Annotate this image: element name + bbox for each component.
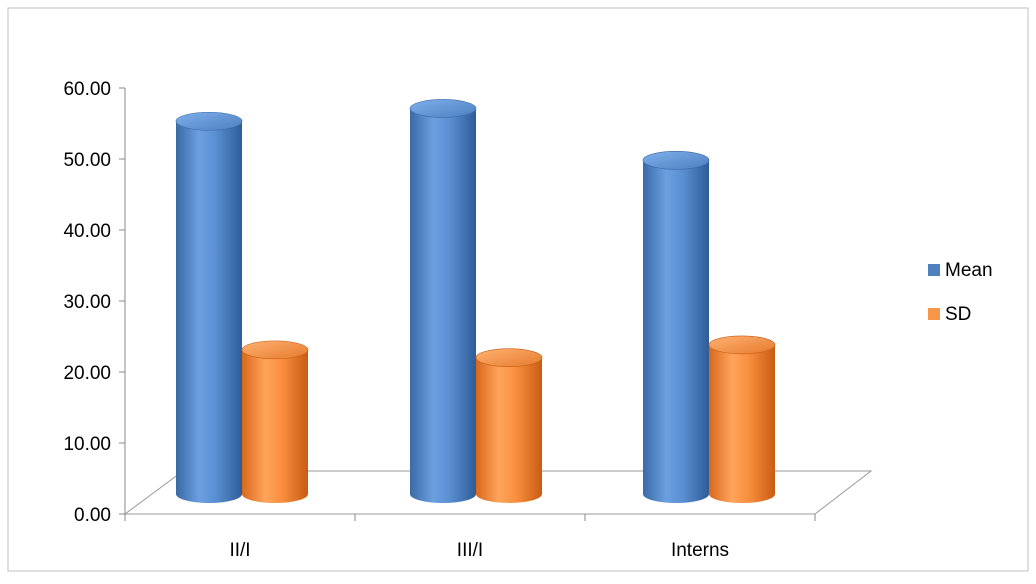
y-axis-ticks: 0.00 10.00 20.00 30.00 40.00 50.00 60.00 <box>63 79 125 526</box>
bar-mean-ii-i <box>175 111 243 503</box>
x-tick-label: II/I <box>229 540 250 561</box>
legend-label-sd: SD <box>945 304 971 325</box>
bar-mean-interns <box>642 151 710 504</box>
bar-sd-iii-i <box>475 348 543 503</box>
y-tick-label: 0.00 <box>74 505 111 526</box>
legend: Mean SD <box>928 260 993 325</box>
y-tick-label: 40.00 <box>63 221 111 242</box>
x-tick-label: Interns <box>671 540 729 561</box>
y-tick-label: 50.00 <box>63 150 111 171</box>
bar-sd-ii-i <box>241 340 309 503</box>
y-tick-label: 30.00 <box>63 292 111 313</box>
legend-swatch-sd <box>928 308 940 320</box>
y-tick-label: 20.00 <box>63 363 111 384</box>
x-tick-label: III/I <box>457 540 483 561</box>
y-tick-label: 60.00 <box>63 79 111 100</box>
legend-label-mean: Mean <box>945 260 993 281</box>
bars <box>175 99 776 504</box>
bar-sd-interns <box>708 335 776 503</box>
x-axis-ticks: II/I III/I Interns <box>229 540 729 561</box>
y-tick-label: 10.00 <box>63 434 111 455</box>
legend-swatch-mean <box>928 264 940 276</box>
bar-mean-iii-i <box>409 99 477 503</box>
